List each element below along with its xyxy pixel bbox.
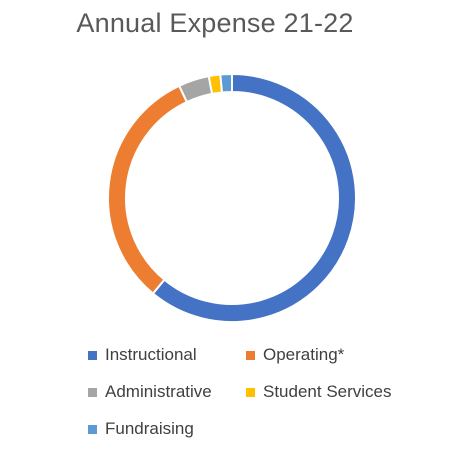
legend-item-instructional: Instructional bbox=[88, 345, 197, 365]
legend-item-student-services: Student Services bbox=[246, 382, 392, 402]
legend-label-fundraising: Fundraising bbox=[105, 419, 194, 438]
legend-label-administrative: Administrative bbox=[105, 382, 212, 401]
chart-title: Annual Expense 21-22 bbox=[76, 8, 354, 38]
legend-item-administrative: Administrative bbox=[88, 382, 212, 402]
legend-item-operating: Operating* bbox=[246, 345, 344, 365]
slice-operating bbox=[107, 84, 189, 295]
slice-fundraising bbox=[219, 72, 233, 94]
legend-label-student-services: Student Services bbox=[263, 382, 392, 401]
slice-instructional bbox=[151, 72, 357, 323]
legend-swatch-fundraising bbox=[88, 424, 97, 434]
legend-label-operating: Operating* bbox=[263, 345, 345, 364]
legend-swatch-administrative bbox=[88, 387, 97, 397]
legend-swatch-student-services bbox=[246, 387, 255, 397]
legend-swatch-operating bbox=[246, 350, 255, 360]
slice-administrative bbox=[177, 75, 214, 104]
legend-swatch-instructional bbox=[88, 350, 97, 360]
legend-item-fundraising: Fundraising bbox=[88, 419, 194, 439]
legend-label-instructional: Instructional bbox=[105, 345, 197, 364]
